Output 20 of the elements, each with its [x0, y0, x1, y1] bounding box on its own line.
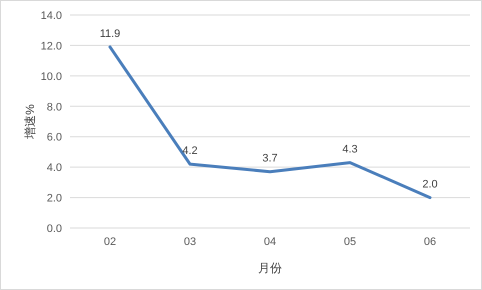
data-label: 4.2 [182, 145, 198, 158]
y-tick-label: 12.0 [40, 40, 62, 52]
data-label: 2.0 [422, 178, 438, 191]
y-tick-label: 8.0 [46, 101, 62, 114]
x-tick-label: 06 [424, 236, 436, 248]
y-axis-title: 增速% [23, 104, 37, 140]
data-label: 4.3 [342, 144, 358, 156]
x-axis-title: 月份 [258, 261, 282, 275]
y-tick-label: 4.0 [46, 162, 62, 174]
y-tick-label: 14.0 [40, 10, 62, 22]
y-tick-label: 2.0 [46, 192, 62, 205]
data-label: 3.7 [262, 152, 278, 165]
y-tick-label: 0.0 [46, 223, 62, 235]
y-tick-label: 10.0 [40, 70, 62, 83]
x-tick-label: 04 [264, 236, 276, 248]
x-tick-label: 02 [104, 236, 116, 248]
x-tick-label: 03 [184, 236, 196, 248]
x-tick-label: 05 [344, 236, 356, 248]
y-tick-label: 6.0 [46, 132, 62, 144]
data-label: 11.9 [100, 28, 120, 40]
